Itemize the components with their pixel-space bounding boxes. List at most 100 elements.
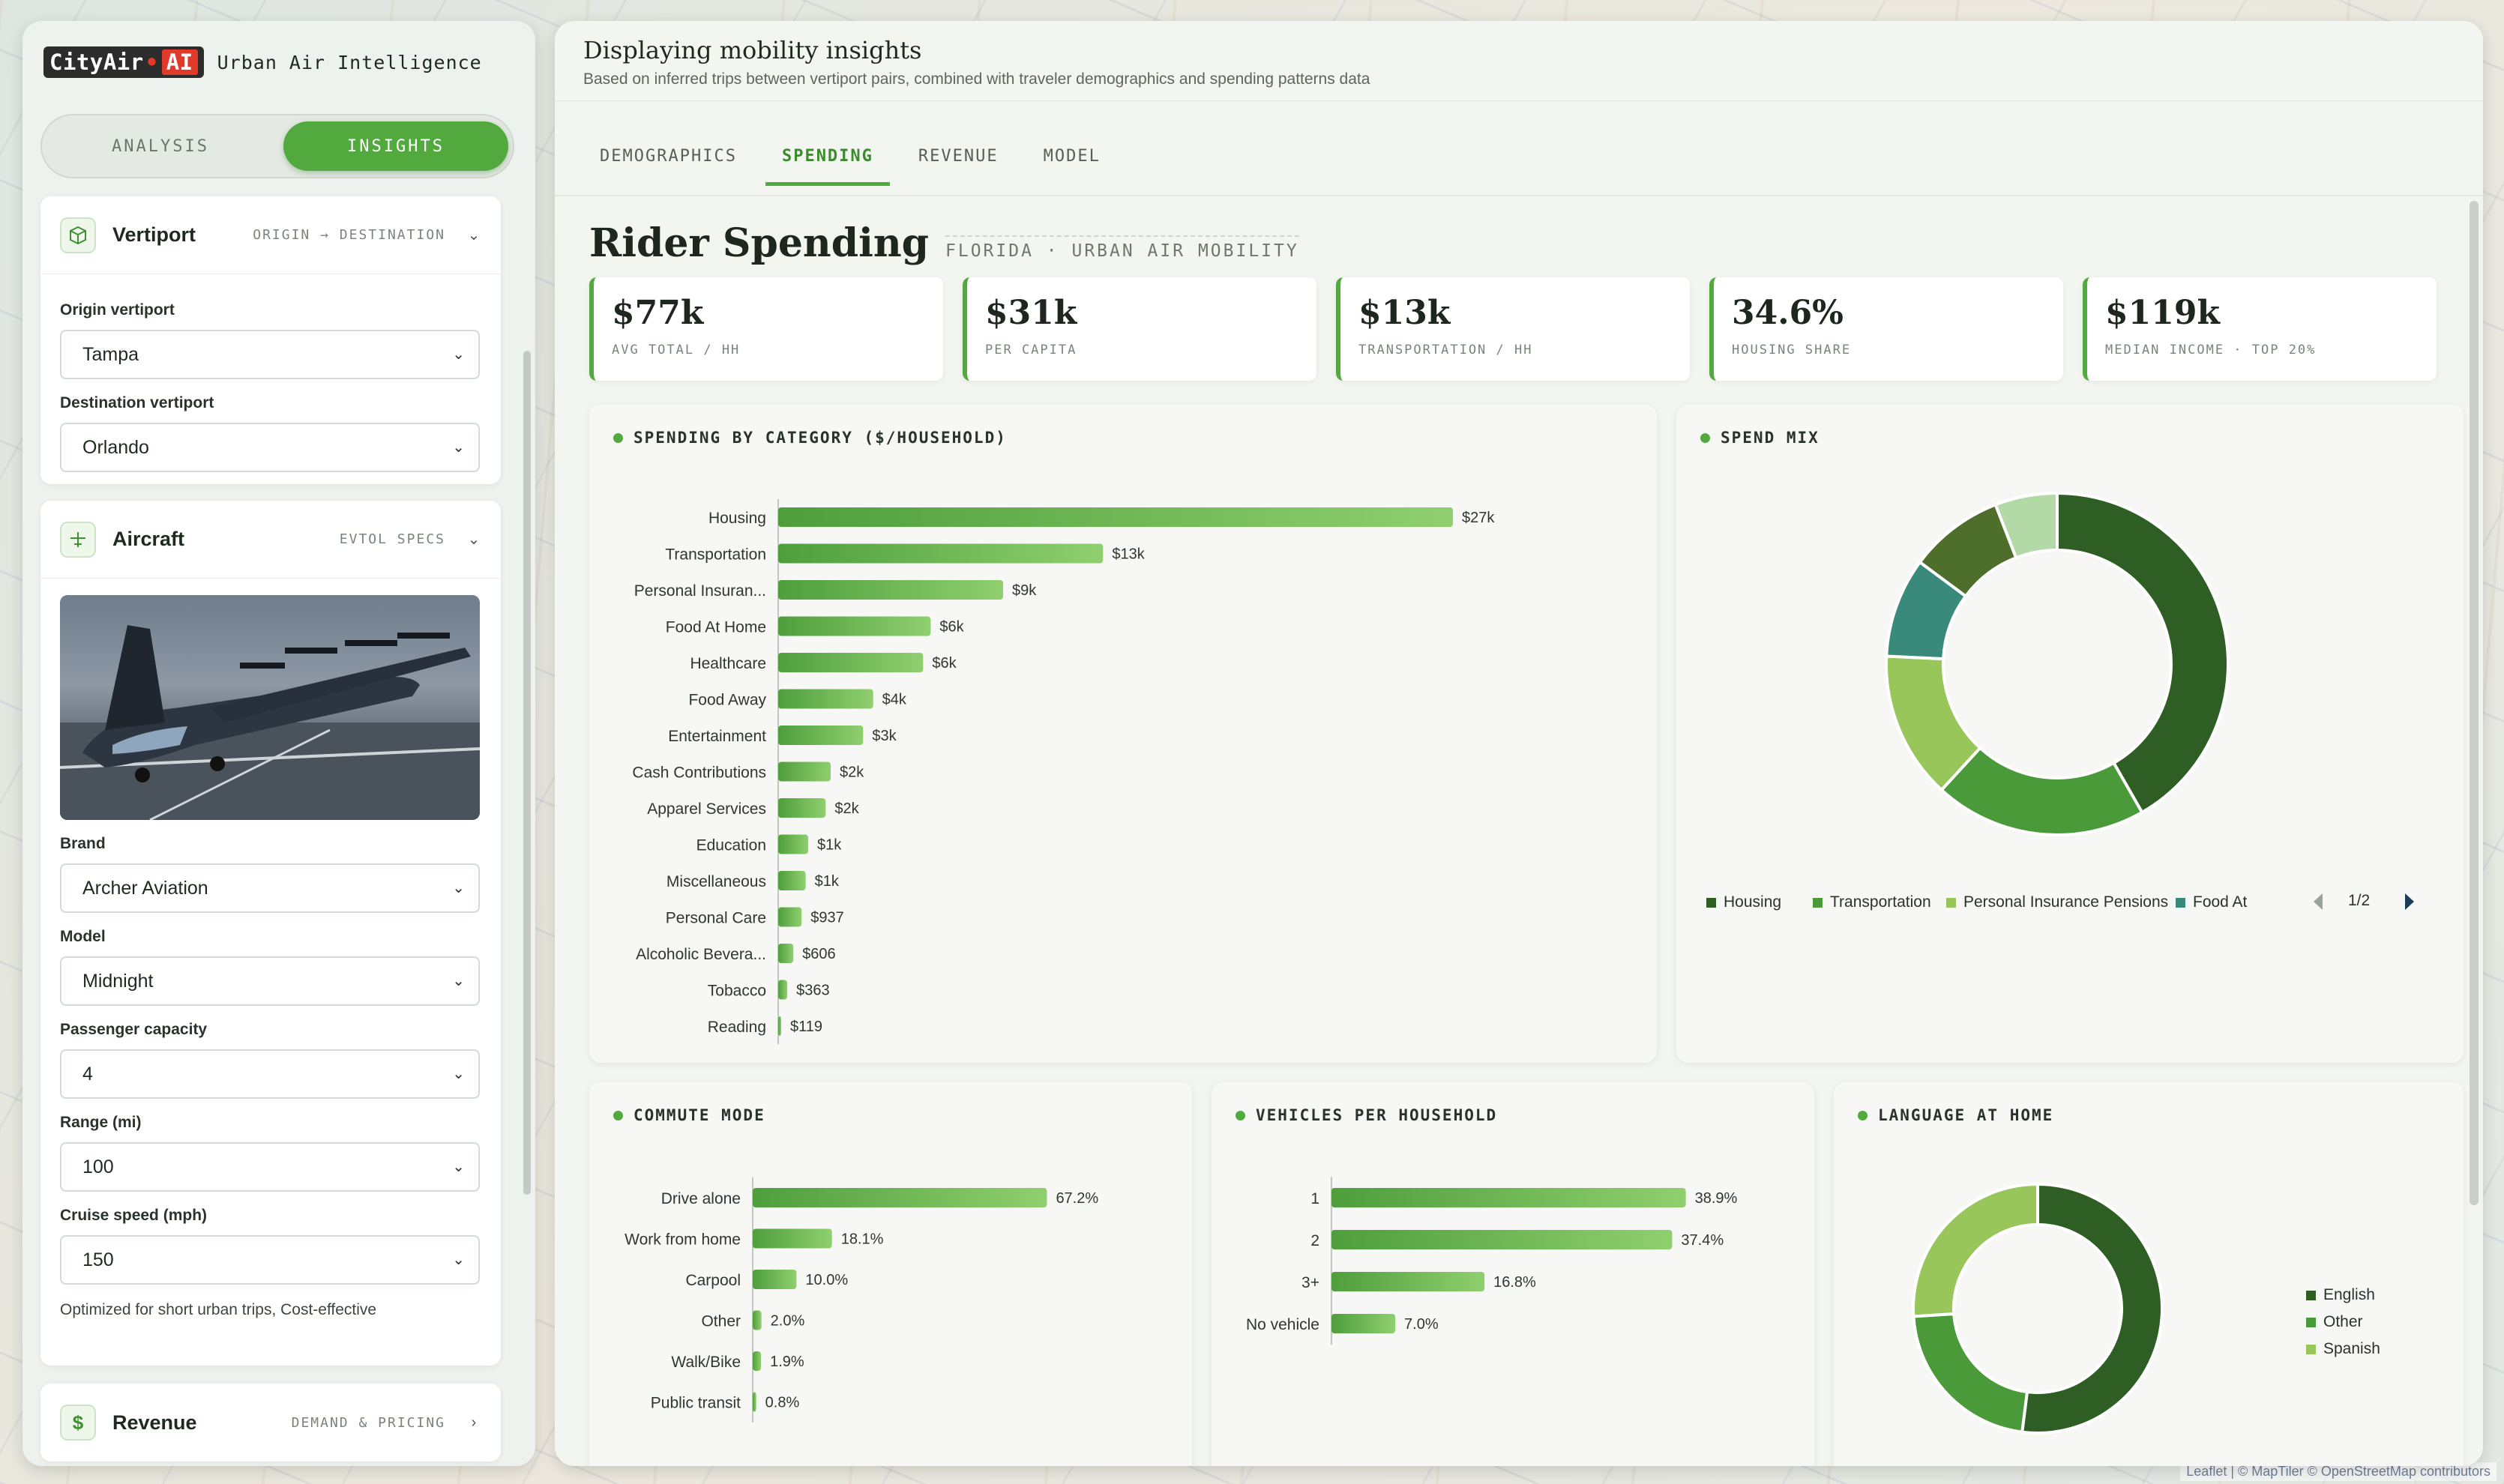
control-panel: CityAir • AI Urban Air Intelligence ANALYS… (22, 21, 535, 1466)
revenue-card-header[interactable]: $ Revenue DEMAND & PRICING › (40, 1384, 501, 1462)
category-label: 2 (1310, 1232, 1319, 1249)
legend-item[interactable]: Housing (1706, 893, 1781, 911)
brand-label: Brand (60, 835, 106, 852)
chevron-down-icon: ⌄ (452, 1252, 465, 1268)
analysis-button[interactable]: ANALYSIS (112, 136, 209, 156)
legend-item[interactable]: Other (2306, 1313, 2363, 1331)
category-label: Transportation (665, 546, 766, 564)
category-label: Apparel Services (647, 800, 766, 818)
aircraft-card-header[interactable]: Aircraft EVTOL SPECS ⌄ (40, 501, 501, 579)
kpi-label: TRANSPORTATION / HH (1358, 343, 1533, 358)
vertiport-subtitle: ORIGIN → DESTINATION (253, 227, 445, 243)
value-label: $363 (796, 983, 830, 999)
kpi-card: $77k AVG TOTAL / HH (589, 277, 943, 381)
kpi-card: 34.6% HOUSING SHARE (1709, 277, 2063, 381)
spending-chart-title-text: SPENDING BY CATEGORY ($/HOUSEHOLD) (633, 429, 1007, 447)
category-label: No vehicle (1246, 1316, 1319, 1333)
aircraft-card-body: Brand Archer Aviation ⌄ Model Midnight ⌄… (40, 579, 501, 1334)
left-scrollbar[interactable] (523, 351, 531, 1195)
category-label: Other (701, 1313, 741, 1330)
legend-label: Housing (1724, 893, 1782, 911)
value-label: $119 (790, 1019, 822, 1035)
spend-mix-panel: SPEND MIX Housing Transportation Personal … (1676, 405, 2464, 1063)
spending-chart-title: SPENDING BY CATEGORY ($/HOUSEHOLD) (613, 429, 1007, 447)
category-label: Reading (708, 1019, 766, 1036)
category-label: Work from home (625, 1231, 741, 1249)
legend-item[interactable]: Food At (2176, 893, 2250, 911)
origin-label: Origin vertiport (60, 301, 175, 319)
model-select[interactable]: Midnight ⌄ (60, 956, 480, 1006)
vertiport-card: Vertiport ORIGIN → DESTINATION ⌄ Origin … (40, 196, 501, 484)
donut-slice (1912, 1182, 2039, 1318)
section-heading: Rider Spending FLORIDA · URBAN AIR MOBIL… (589, 220, 1299, 266)
legend-swatch (2306, 1344, 2316, 1354)
bar (778, 871, 806, 890)
chevron-down-icon[interactable]: ⌄ (467, 227, 481, 244)
chevron-right-icon[interactable]: › (471, 1414, 477, 1431)
right-scrollbar[interactable] (2470, 201, 2479, 1205)
language-donut (1912, 1182, 2164, 1435)
aircraft-card: Aircraft EVTOL SPECS ⌄ (40, 501, 501, 1366)
value-label: $4k (882, 692, 907, 708)
chevron-down-icon[interactable]: ⌄ (467, 531, 481, 548)
tabs-divider (555, 195, 2483, 196)
insights-button[interactable]: INSIGHTS (283, 121, 508, 171)
origin-select[interactable]: Tampa ⌄ (60, 330, 480, 379)
tab-demographics[interactable]: DEMOGRAPHICS (600, 147, 737, 166)
capacity-select[interactable]: 4 ⌄ (60, 1049, 480, 1099)
category-label: 3+ (1301, 1274, 1319, 1291)
bar (778, 798, 826, 818)
vertiport-card-header[interactable]: Vertiport ORIGIN → DESTINATION ⌄ (40, 196, 501, 274)
bar (1331, 1272, 1485, 1291)
bar (778, 507, 1453, 527)
bar (753, 1392, 756, 1412)
category-label: Tobacco (708, 983, 766, 1000)
spend-mix-title: SPEND MIX (1700, 429, 1820, 447)
legend-item[interactable]: Transportation (1813, 893, 1931, 911)
destination-select[interactable]: Orlando ⌄ (60, 423, 480, 472)
aircraft-image (60, 595, 480, 820)
legend-item[interactable]: English (2306, 1286, 2375, 1304)
chevron-down-icon: ⌄ (452, 346, 465, 363)
chevron-down-icon: ⌄ (452, 439, 465, 456)
legend-swatch (1946, 897, 1956, 908)
aircraft-note: Optimized for short urban trips, Cost-ef… (60, 1301, 377, 1318)
category-label: Education (696, 837, 766, 854)
tab-spending[interactable]: SPENDING (765, 132, 890, 186)
value-label: $2k (840, 764, 864, 781)
aircraft-subtitle: EVTOL SPECS (339, 531, 445, 547)
legend-item[interactable]: Spanish (2306, 1340, 2380, 1358)
legend-label: Other (2323, 1313, 2363, 1330)
legend-label: English (2323, 1286, 2375, 1303)
kpi-value: $77k (612, 294, 704, 332)
kpi-value: $13k (1358, 294, 1451, 332)
legend-item[interactable]: Personal Insurance Pensions (1946, 893, 2168, 911)
donut-slice (1993, 491, 2059, 560)
donut-slice (1912, 1312, 2029, 1434)
brand-select[interactable]: Archer Aviation ⌄ (60, 863, 480, 913)
vehicles-bar-chart: 1 38.9% 2 37.4% 3+ 16.8% No vehicle 7.0% (1246, 1177, 1738, 1345)
category-label: Food At Home (666, 619, 766, 636)
insights-panel: Displaying mobility insights Based on in… (555, 21, 2483, 1466)
spend-mix-title-text: SPEND MIX (1721, 429, 1820, 447)
bar (753, 1228, 832, 1249)
language-chart-title-text: LANGUAGE AT HOME (1878, 1106, 2054, 1124)
category-label: Cash Contributions (632, 764, 766, 782)
category-label: Housing (708, 510, 766, 527)
chevron-down-icon: ⌄ (452, 973, 465, 989)
revenue-card: $ Revenue DEMAND & PRICING › (40, 1384, 501, 1462)
revenue-subtitle: DEMAND & PRICING (291, 1414, 445, 1431)
cube-icon (60, 217, 96, 253)
logo-main: CityAir (49, 49, 144, 75)
bar (1331, 1314, 1396, 1333)
chevron-down-icon: ⌄ (452, 880, 465, 896)
kpi-value: $119k (2105, 294, 2220, 332)
tab-revenue[interactable]: REVENUE (918, 147, 999, 166)
tab-model[interactable]: MODEL (1043, 147, 1101, 166)
bar (778, 944, 794, 963)
aircraft-icon (60, 521, 96, 558)
range-select[interactable]: 100 ⌄ (60, 1142, 480, 1192)
category-label: Walk/Bike (671, 1354, 741, 1371)
speed-select[interactable]: 150 ⌄ (60, 1235, 480, 1285)
category-label: Public transit (651, 1395, 741, 1412)
